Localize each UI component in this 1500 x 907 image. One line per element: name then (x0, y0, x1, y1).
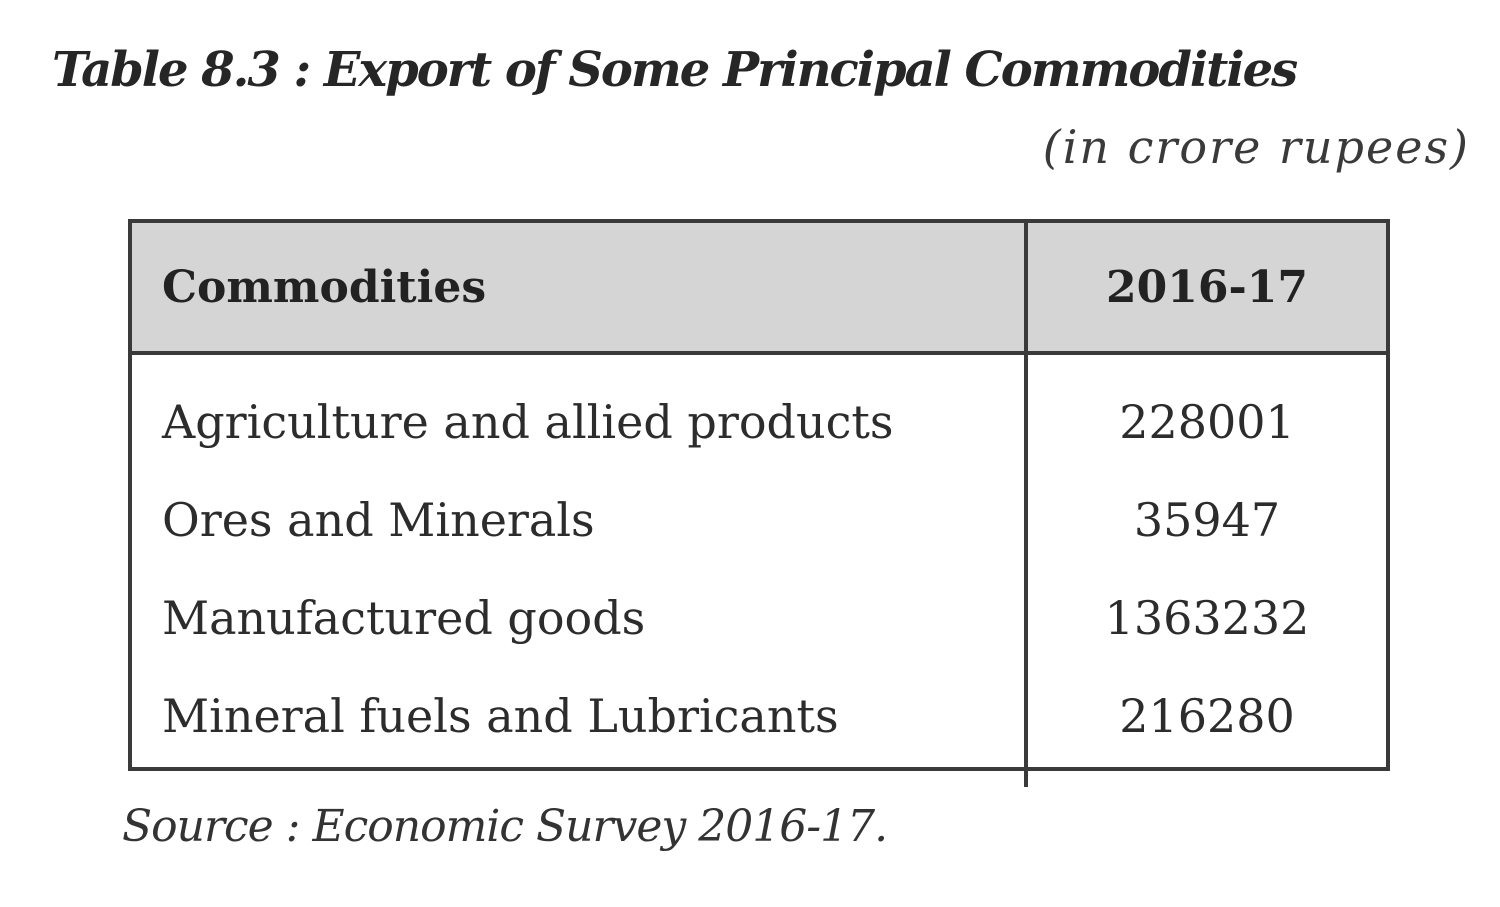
cell-value: 1363232 (1104, 591, 1310, 645)
table-row: Manufactured goods 1363232 (132, 569, 1386, 667)
cell-value: 228001 (1119, 395, 1295, 449)
cell-value: 216280 (1119, 689, 1295, 743)
header-year: 2016-17 (1026, 223, 1386, 355)
header-commodities: Commodities (132, 223, 1028, 355)
table-title: Table 8.3 : Export of Some Principal Com… (52, 42, 1298, 98)
cell-commodity: Agriculture and allied products (132, 353, 1028, 471)
table-header-row: Commodities 2016-17 (132, 223, 1386, 355)
commodity-table: Commodities 2016-17 Agriculture and alli… (128, 219, 1390, 787)
table-row: Mineral fuels and Lubricants 216280 (132, 667, 1386, 787)
cell-commodity: Ores and Minerals (132, 471, 1028, 569)
commodity-table-grid: Commodities 2016-17 Agriculture and alli… (132, 223, 1386, 787)
source-note: Source : Economic Survey 2016-17. (122, 801, 888, 852)
cell-commodity: Mineral fuels and Lubricants (132, 667, 1028, 787)
unit-note: (in crore rupees) (1042, 120, 1470, 174)
cell-commodity: Manufactured goods (132, 569, 1028, 667)
table-row: Agriculture and allied products 228001 (132, 353, 1386, 471)
table-row: Ores and Minerals 35947 (132, 471, 1386, 569)
cell-value: 35947 (1133, 493, 1281, 547)
